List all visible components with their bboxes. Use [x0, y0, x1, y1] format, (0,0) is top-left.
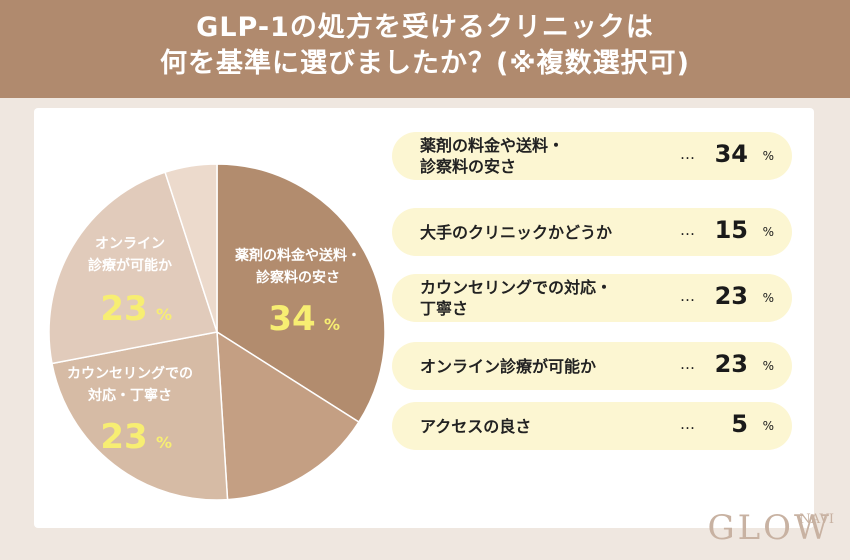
pie-label-value: 23	[100, 289, 147, 329]
legend-label: カウンセリングでの対応・ 丁寧さ	[420, 278, 613, 318]
header-banner: GLP-1の処方を受けるクリニックは 何を基準に選びましたか？(※複数選択可)	[0, 0, 850, 98]
pie-label-text: 診察料の安さ	[256, 269, 340, 286]
legend-value: 5	[731, 410, 748, 438]
title-line-2: 何を基準に選びましたか？(※複数選択可)	[160, 48, 690, 79]
pie-slice	[216, 330, 360, 501]
pie-label: カウンセリングでの対応・丁寧さ 23%	[67, 365, 193, 457]
legend-label: オンライン診療が可能か	[420, 356, 597, 376]
legend-row: カウンセリングでの対応・ 丁寧さ … 23 %	[392, 274, 792, 322]
legend-value: 23	[714, 282, 748, 310]
legend-value: 34	[714, 140, 748, 168]
legend-value: 23	[714, 350, 748, 378]
pie-label-unit: %	[324, 315, 340, 334]
legend-unit: %	[762, 149, 774, 163]
pie-label-text: 診療が可能か	[88, 257, 172, 274]
legend-value: 15	[714, 216, 748, 244]
legend-label: アクセスの良さ	[420, 416, 532, 436]
logo-sub-text: NAVI	[799, 512, 834, 527]
pie-label-unit: %	[156, 433, 172, 452]
legend-row: オンライン診療が可能か … 23 %	[392, 342, 792, 390]
pie-label: オンライン診療が可能か 23%	[88, 236, 172, 329]
legend-unit: %	[762, 225, 774, 239]
legend-unit: %	[762, 359, 774, 373]
legend-dots: …	[680, 145, 695, 163]
glow-navi-logo: GLOW NAVI	[707, 508, 834, 548]
pie-label-text: 薬剤の料金や送料・	[235, 247, 361, 264]
pie-label-text: オンライン	[95, 236, 165, 252]
legend-row: 薬剤の料金や送料・ 診察料の安さ … 34 %	[392, 132, 792, 180]
pie-label-text: カウンセリングでの	[67, 365, 193, 382]
legend-row: アクセスの良さ … 5 %	[392, 402, 792, 450]
legend-dots: …	[680, 415, 695, 433]
logo-main-text: GLOW	[707, 508, 832, 548]
legend-unit: %	[762, 291, 774, 305]
legend-row: 大手のクリニックかどうか … 15 %	[392, 208, 792, 256]
pie-slice	[164, 163, 218, 333]
title-line-1: GLP-1の処方を受けるクリニックは	[196, 12, 654, 43]
pie-label-value: 34	[268, 299, 315, 339]
pie-label-value: 23	[100, 417, 147, 457]
legend-dots: …	[680, 221, 695, 239]
pie-slice	[51, 331, 229, 501]
pie-slice	[48, 171, 218, 365]
pie-slice	[216, 163, 386, 424]
legend-dots: …	[680, 287, 695, 305]
legend-dots: …	[680, 355, 695, 373]
pie-label-text: 対応・丁寧さ	[87, 387, 172, 404]
legend-label: 薬剤の料金や送料・ 診察料の安さ	[420, 136, 565, 176]
legend-unit: %	[762, 419, 774, 433]
pie-label: 薬剤の料金や送料・診察料の安さ 34%	[235, 247, 361, 339]
legend-label: 大手のクリニックかどうか	[420, 222, 613, 242]
pie-label-unit: %	[156, 305, 172, 324]
